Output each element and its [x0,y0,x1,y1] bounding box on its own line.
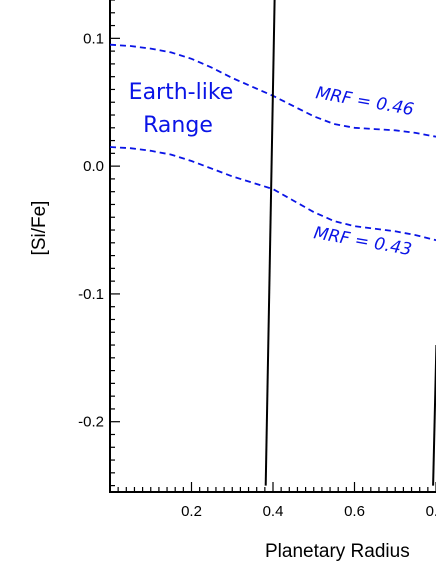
annotations: Earth-like Range MRF = 0.46 MRF = 0.43 P… [29,80,415,562]
mrf-043-label: MRF = 0.43 [312,223,413,260]
x-tick-label: 0.4 [263,503,284,520]
y-tick-label: 0.0 [83,158,104,175]
x-axis-title: Planetary Radius [265,541,410,562]
y-axis-title: [Si/Fe] [29,201,50,256]
earth-like-range-label-line2: Range [143,113,213,138]
x-tick-label: 0.2 [181,503,202,520]
x-tick-label: 0.6 [344,503,365,520]
y-tick-label: -0.2 [78,414,104,431]
ticks: 0.2 0.4 0.6 0.8 0.1 0.0 -0.1 -0.2 [78,0,436,520]
mrf-046-label: MRF = 0.46 [314,83,415,120]
mrf-curve-1 [109,146,436,242]
solid-line-2 [264,0,276,486]
x-tick-label: 0.8 [426,503,436,520]
earth-like-range-label-line1: Earth-like [129,80,234,105]
y-tick-label: 0.1 [83,30,104,47]
y-tick-label: -0.1 [78,286,104,303]
